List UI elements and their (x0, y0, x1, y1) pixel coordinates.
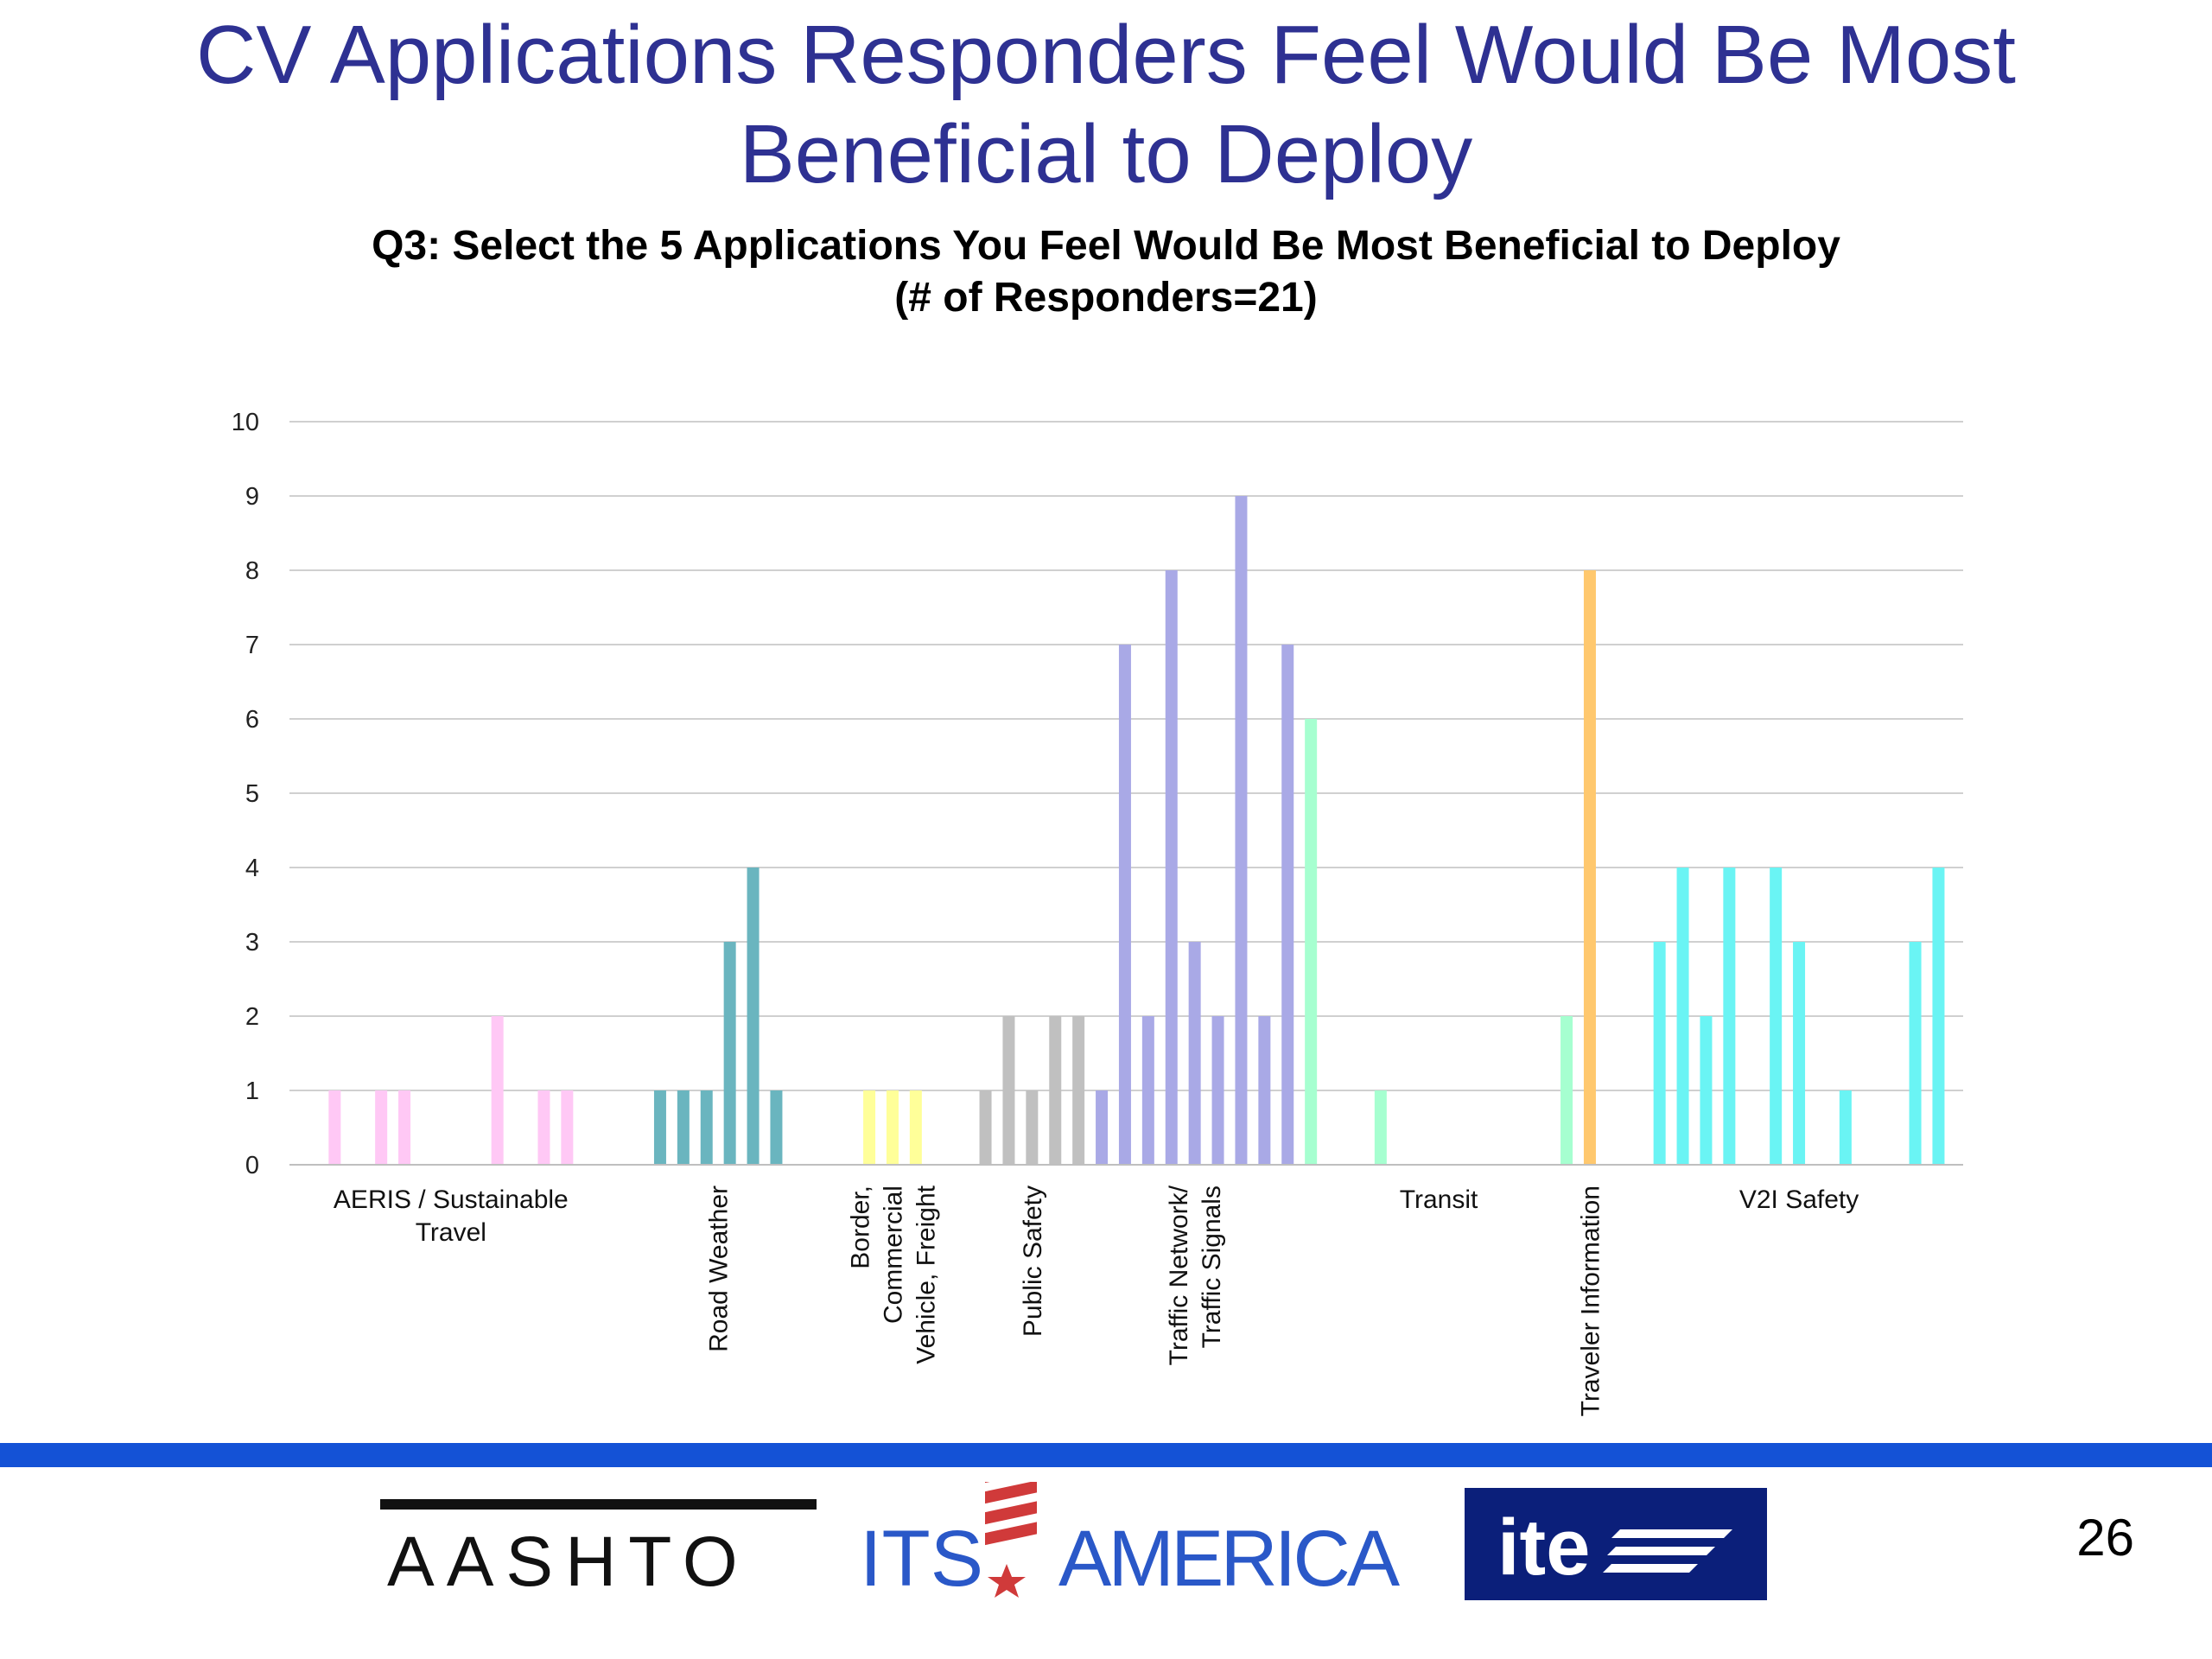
bar (1002, 1016, 1015, 1165)
bar (491, 1016, 504, 1165)
bar (1211, 1016, 1224, 1165)
y-tick-label: 0 (245, 1152, 259, 1179)
bar (723, 942, 736, 1165)
bar (1839, 1090, 1852, 1165)
y-tick-label: 6 (245, 706, 259, 734)
bar (1118, 645, 1131, 1165)
y-tick-label: 4 (245, 855, 259, 882)
y-tick-label: 10 (232, 409, 259, 436)
x-category-label: Road Weather (705, 1185, 734, 1352)
bar (1560, 1016, 1573, 1165)
x-category-label: Travel (416, 1218, 486, 1247)
page-number: 26 (2076, 1509, 2134, 1567)
ite-logo-stripe (1611, 1529, 1732, 1538)
bar (398, 1090, 411, 1165)
bar (1165, 570, 1178, 1165)
bar (1770, 868, 1783, 1165)
bar (1188, 942, 1201, 1165)
its-america-logo: ITS AMERICA (860, 1482, 1404, 1603)
bar-chart: 0 1 2 3 4 5 6 7 8 9 10 AERIS / Sustainable Travel Roa… (232, 409, 1963, 1416)
ite-logo-text: ite (1497, 1503, 1590, 1592)
x-category-label: Vehicle, Freight (912, 1185, 940, 1363)
slide-title: CV Applications Responders Feel Would Be… (86, 5, 2126, 208)
bar (1072, 1016, 1085, 1165)
bar (1096, 1090, 1109, 1165)
x-category-label: Public Safety (1019, 1185, 1047, 1337)
bar (700, 1090, 713, 1165)
x-category-label: Traffic Signals (1198, 1185, 1226, 1348)
bar (1700, 1016, 1713, 1165)
y-tick-label: 8 (245, 557, 259, 585)
bar (1676, 868, 1689, 1165)
bar (1049, 1016, 1062, 1165)
bar (1258, 1016, 1271, 1165)
bar (1932, 868, 1945, 1165)
x-category-label: Traffic Network/ (1165, 1185, 1193, 1365)
flag-icon (985, 1482, 1037, 1598)
bar (653, 1090, 666, 1165)
y-tick-label: 9 (245, 483, 259, 511)
bar (1026, 1090, 1039, 1165)
slide-title-line-1: CV Applications Responders Feel Would Be… (196, 9, 2016, 101)
bar (1723, 868, 1736, 1165)
slide-title-line-2: Beneficial to Deploy (739, 108, 1473, 200)
aashto-logo-bar (380, 1499, 817, 1510)
x-category-label: Commercial (879, 1185, 907, 1324)
bar (747, 868, 760, 1165)
bar (1235, 496, 1248, 1165)
x-category-label: Border, (846, 1185, 874, 1269)
america-logo-text: AMERICA (1058, 1515, 1401, 1603)
bar (886, 1090, 899, 1165)
bar (1909, 942, 1922, 1165)
x-category-label: Transit (1400, 1185, 1478, 1214)
y-tick-label: 7 (245, 632, 259, 659)
x-category-label: AERIS / Sustainable (334, 1185, 569, 1214)
ite-logo-stripe (1607, 1547, 1715, 1555)
bar (1583, 570, 1596, 1165)
bar (537, 1090, 550, 1165)
chart-subtitle: (# of Responders=21) (894, 275, 1318, 321)
bar (770, 1090, 783, 1165)
bar (1305, 719, 1318, 1165)
x-category-label: V2I Safety (1739, 1185, 1859, 1214)
y-tick-label: 1 (245, 1077, 259, 1105)
bar (909, 1090, 922, 1165)
bar (375, 1090, 388, 1165)
chart-title: Q3: Select the 5 Applications You Feel W… (372, 223, 1840, 269)
y-tick-label: 3 (245, 929, 259, 957)
bar (1653, 942, 1666, 1165)
bar (1141, 1016, 1154, 1165)
bar (863, 1090, 876, 1165)
bar (561, 1090, 574, 1165)
y-tick-label: 2 (245, 1003, 259, 1031)
aashto-logo: AASHTO (380, 1499, 817, 1601)
ite-logo: ite (1465, 1488, 1767, 1600)
ite-logo-stripe (1603, 1564, 1698, 1573)
its-logo-text: ITS (860, 1515, 983, 1603)
footer-band (0, 1443, 2212, 1467)
bar (1374, 1090, 1387, 1165)
x-category-label: Traveler Information (1576, 1185, 1605, 1416)
y-tick-label: 5 (245, 780, 259, 808)
ite-logo-box (1465, 1488, 1767, 1600)
bar (1281, 645, 1294, 1165)
aashto-logo-text: AASHTO (387, 1522, 750, 1601)
bar (1793, 942, 1806, 1165)
bar (677, 1090, 690, 1165)
bar (979, 1090, 992, 1165)
bar (328, 1090, 341, 1165)
